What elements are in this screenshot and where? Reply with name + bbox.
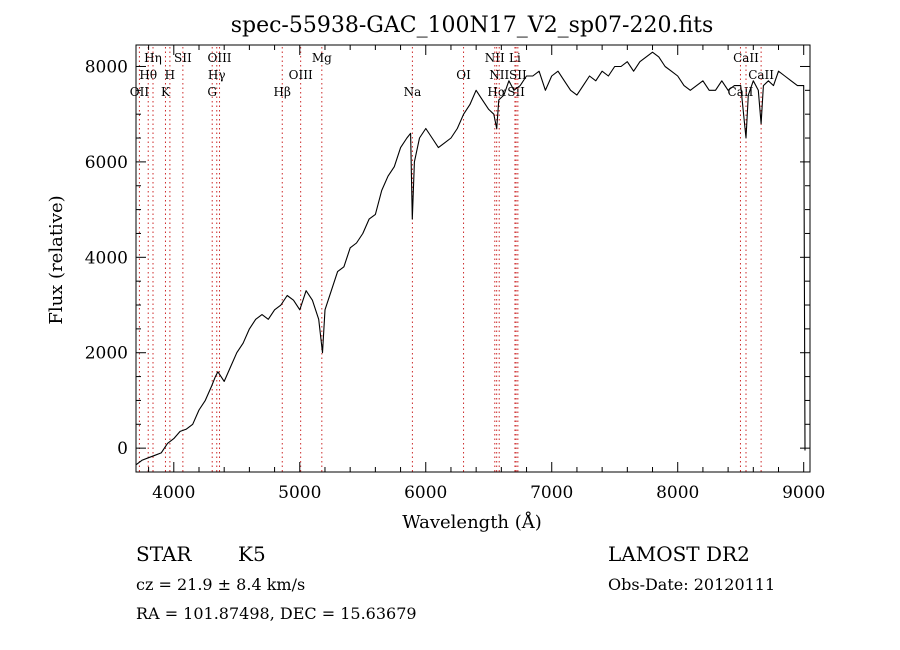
chart-title: spec-55938-GAC_100N17_V2_sp07-220.fits	[231, 13, 714, 38]
y-axis-label: Flux (relative)	[46, 195, 67, 324]
spectral-line-label: Li	[509, 51, 521, 65]
x-axis-label: Wavelength (Å)	[402, 511, 542, 533]
spectral-line-label: SII	[509, 68, 527, 82]
spectral-line-label: Mg	[312, 51, 332, 65]
spectral-line-label: Hη	[144, 51, 162, 65]
spectrum-series-line	[135, 51, 806, 466]
y-tick-label: 4000	[85, 248, 128, 268]
spectral-line-label: NII	[489, 68, 509, 82]
x-tick-label: 7000	[530, 483, 573, 503]
axes-layer: 4000 5000 6000 7000 8000 9000 0 2000 4000 6000 800…	[85, 44, 825, 503]
y-tick-label: 8000	[85, 57, 128, 77]
spectral-line-label: SII	[174, 51, 192, 65]
plot-frame	[135, 44, 811, 473]
spectral-line-label: OIII	[207, 51, 231, 65]
x-tick-label: 5000	[278, 483, 321, 503]
spectral-line-label: NII	[485, 51, 505, 65]
spectral-line-label: Hβ	[274, 85, 291, 99]
spectral-line-label: Na	[404, 85, 422, 99]
x-tick-label: 6000	[404, 483, 447, 503]
survey-name: LAMOST DR2	[608, 542, 750, 566]
observation-date: Obs-Date: 20120111	[608, 575, 776, 594]
x-tick-label: 4000	[152, 483, 195, 503]
spectral-line-label: Hθ	[139, 68, 157, 82]
spectral-line-label: CaII	[733, 51, 759, 65]
object-subclass: K5	[238, 542, 266, 566]
spectral-line-label: OIII	[289, 68, 313, 82]
spectral-line-label: CaII	[728, 85, 754, 99]
spectral-line-label: G	[207, 85, 217, 99]
x-tick-label: 8000	[656, 483, 699, 503]
spectral-line-label: CaII	[748, 68, 774, 82]
object-class: STAR	[136, 542, 192, 566]
spectral-line-label: OII	[130, 85, 150, 99]
emission-lines-layer: OIIHθHηKHSIIGHγOIIIHβOIIIMgNaOINIIHαNIIL…	[130, 47, 774, 472]
spectral-line-label: Hγ	[208, 68, 226, 82]
y-tick-label: 6000	[85, 153, 128, 173]
spectral-line-label: OI	[456, 68, 471, 82]
spectral-line-label: K	[161, 85, 171, 99]
redshift-cz: cz = 21.9 ± 8.4 km/s	[136, 575, 306, 594]
spectrum-layer	[135, 51, 806, 466]
y-tick-label: 2000	[85, 344, 128, 364]
spectral-line-label: Hα	[487, 85, 506, 99]
sky-coordinates: RA = 101.87498, DEC = 15.63679	[136, 604, 417, 623]
y-tick-label: 0	[117, 439, 128, 459]
x-tick-label: 9000	[782, 483, 825, 503]
spectral-line-label: SII	[507, 85, 525, 99]
spectral-line-label: H	[165, 68, 175, 82]
